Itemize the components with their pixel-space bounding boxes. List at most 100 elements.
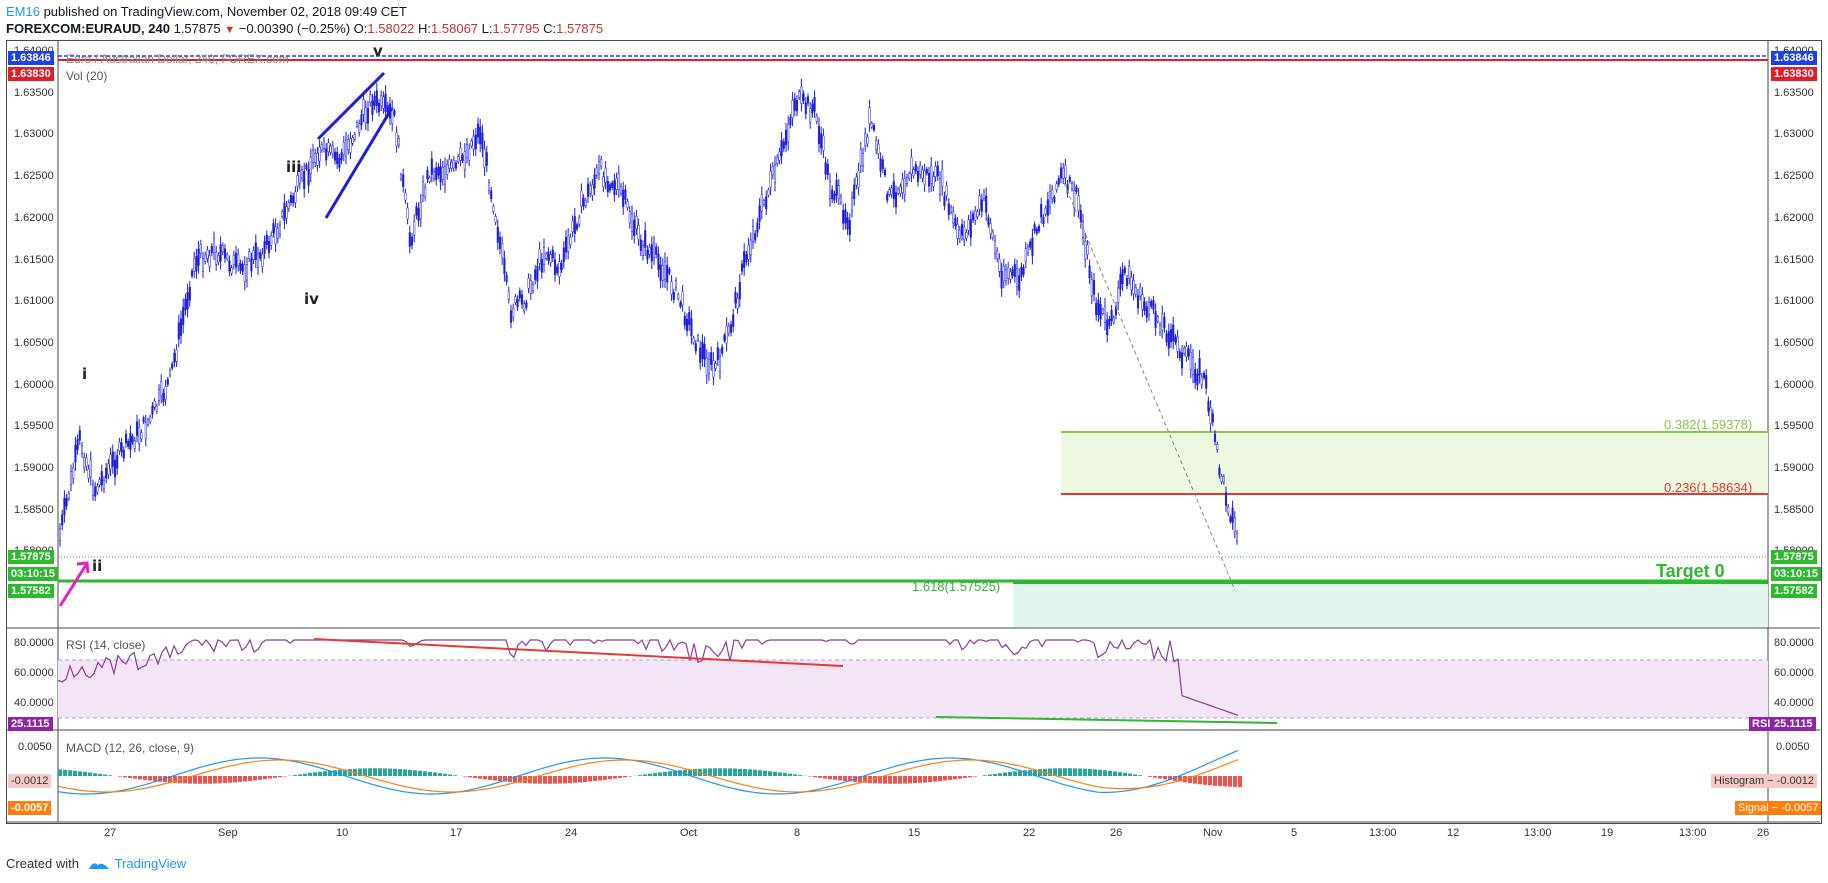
price-axis-right-label: 1.59000 xyxy=(1774,462,1814,474)
candle-body xyxy=(1002,265,1005,282)
candle-body xyxy=(941,168,944,188)
candle-body xyxy=(259,252,262,259)
candle-body xyxy=(749,239,752,256)
macd-histogram-bar xyxy=(273,776,277,778)
candle-body xyxy=(606,180,609,193)
macd-histogram-bar xyxy=(818,776,822,778)
macd-histogram-bar xyxy=(1033,769,1037,776)
candle-body xyxy=(842,210,845,224)
macd-histogram-bar xyxy=(388,768,392,776)
macd-histogram-bar xyxy=(1028,769,1032,776)
macd-histogram-bar xyxy=(98,773,102,776)
candle-body xyxy=(835,180,838,196)
macd-histogram-bar xyxy=(473,776,477,778)
macd-indicator-title[interactable]: MACD (12, 26, close, 9) xyxy=(66,741,195,755)
candle-body xyxy=(177,322,180,340)
macd-histogram-bar xyxy=(343,769,347,776)
macd-histogram-bar xyxy=(393,768,397,776)
macd-histogram-bar xyxy=(983,775,987,776)
candle-body xyxy=(285,206,288,219)
candle-body xyxy=(256,253,260,269)
candle-body xyxy=(927,173,931,187)
candle-body xyxy=(212,238,216,254)
candle-body xyxy=(1207,401,1210,412)
candle-body xyxy=(657,253,660,270)
candle-body xyxy=(272,223,275,234)
candle-body xyxy=(470,140,473,147)
candle-body xyxy=(296,175,299,187)
macd-histogram-bar xyxy=(728,768,732,776)
candle-body xyxy=(210,246,213,254)
author-link[interactable]: EM16 xyxy=(6,4,40,19)
tradingview-link[interactable]: TradingView xyxy=(114,856,187,871)
candle-body xyxy=(208,255,211,267)
candle-body xyxy=(1022,267,1025,275)
macd-histogram-bar xyxy=(493,776,497,781)
time-axis-label: 26 xyxy=(1110,827,1123,839)
candle-body xyxy=(426,170,429,180)
candle-body xyxy=(424,187,427,197)
candle-body xyxy=(1013,264,1016,277)
macd-histogram-bar xyxy=(1113,771,1117,776)
candle-body xyxy=(784,129,788,146)
candle-body xyxy=(399,174,403,180)
macd-histogram-bar xyxy=(478,776,482,779)
macd-histogram-bar xyxy=(418,770,422,776)
macd-histogram-bar xyxy=(828,776,832,780)
macd-left-hist-box: -0.0012 xyxy=(8,774,52,788)
candle-body xyxy=(1055,183,1058,190)
candle-body xyxy=(1101,309,1104,314)
candle-body xyxy=(648,246,651,255)
rsi-indicator-title[interactable]: RSI (14, close) xyxy=(66,638,146,652)
candle-body xyxy=(615,177,618,190)
time-axis-label: 13:00 xyxy=(1369,827,1397,839)
candle-body xyxy=(1066,184,1069,194)
candle-body xyxy=(1233,517,1236,532)
time-axis-label: 13:00 xyxy=(1679,827,1707,839)
macd-histogram-bar xyxy=(1238,776,1242,788)
macd-histogram-bar xyxy=(738,768,742,776)
time-axis-label: 17 xyxy=(450,827,463,839)
macd-histogram-bar xyxy=(513,776,517,783)
candle-body xyxy=(795,100,799,112)
candle-body xyxy=(1026,246,1030,254)
rsi-left-value-box: 25.1115 xyxy=(8,717,53,731)
candle-body xyxy=(1059,167,1063,179)
candle-body xyxy=(459,147,462,161)
candle-body xyxy=(549,254,552,264)
candle-body xyxy=(1222,476,1225,483)
macd-histogram-bar xyxy=(623,776,627,778)
candle-body xyxy=(910,156,913,175)
candle-body xyxy=(380,95,383,107)
candle-body xyxy=(373,95,376,106)
candle-body xyxy=(932,176,935,187)
candle-body xyxy=(666,264,669,283)
macd-axis-left-0050: 0.0050 xyxy=(18,741,52,753)
candle-body xyxy=(250,258,253,272)
candle-body xyxy=(349,138,352,153)
macd-histogram-bar xyxy=(58,769,62,776)
macd-histogram-bar xyxy=(83,771,87,776)
candle-body xyxy=(496,226,499,243)
candle-body xyxy=(441,166,444,180)
volume-indicator-title[interactable]: Vol (20) xyxy=(66,69,108,83)
candle-body xyxy=(727,325,730,334)
candle-body xyxy=(479,127,482,145)
candle-body xyxy=(230,267,233,274)
macd-histogram-bar xyxy=(768,771,772,776)
candle-body xyxy=(690,318,693,337)
macd-histogram-bar xyxy=(188,776,192,784)
candle-body xyxy=(452,159,455,169)
candle-body xyxy=(1205,375,1208,389)
macd-histogram-bar xyxy=(1058,768,1062,776)
candle-body xyxy=(135,421,139,436)
time-axis-label: 10 xyxy=(336,827,349,839)
candle-body xyxy=(164,385,167,400)
candle-body xyxy=(883,169,887,176)
candle-body xyxy=(133,440,136,449)
candle-body xyxy=(699,347,702,363)
macd-histogram-bar xyxy=(628,776,632,777)
candle-body xyxy=(1004,269,1008,281)
candle-body xyxy=(974,210,977,221)
